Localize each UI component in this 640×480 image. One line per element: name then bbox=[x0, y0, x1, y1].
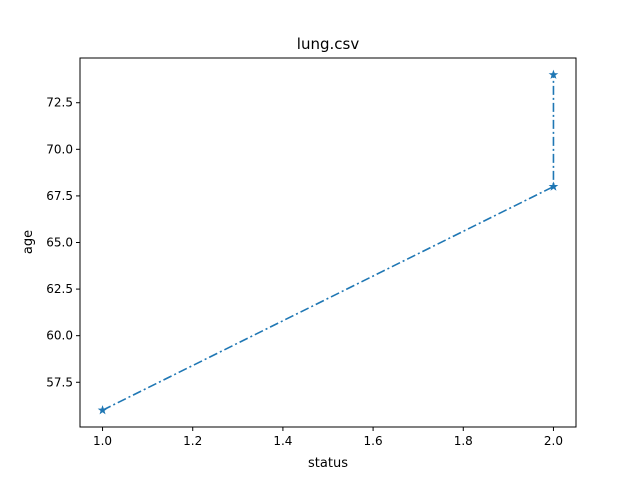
y-tick-label: 67.5 bbox=[46, 189, 73, 203]
x-tick-label: 1.8 bbox=[454, 434, 473, 448]
y-tick-label: 72.5 bbox=[46, 96, 73, 110]
y-tick-label: 60.0 bbox=[46, 329, 73, 343]
x-tick-label: 2.0 bbox=[544, 434, 563, 448]
x-tick-label: 1.0 bbox=[93, 434, 112, 448]
axes-frame bbox=[79, 57, 577, 428]
y-tick-label: 65.0 bbox=[46, 236, 73, 250]
x-tick-label: 1.4 bbox=[273, 434, 292, 448]
data-point-star bbox=[548, 181, 559, 191]
chart-title: lung.csv bbox=[297, 35, 360, 53]
data-point-star bbox=[97, 405, 108, 415]
data-point-star bbox=[548, 69, 559, 79]
y-axis: 57.5 60.0 62.5 65.0 67.5 70.0 72.5 bbox=[46, 96, 80, 389]
y-tick-label: 70.0 bbox=[46, 142, 73, 156]
x-axis-label: status bbox=[308, 456, 348, 471]
y-tick-label: 57.5 bbox=[46, 375, 73, 389]
x-tick-label: 1.2 bbox=[183, 434, 202, 448]
y-tick-label: 62.5 bbox=[46, 282, 73, 296]
x-tick-label: 1.6 bbox=[364, 434, 383, 448]
y-axis-label: age bbox=[21, 230, 36, 254]
x-axis: 1.0 1.2 1.4 1.6 1.8 2.0 bbox=[93, 427, 563, 448]
series-line bbox=[102, 74, 555, 411]
plot-area bbox=[97, 69, 559, 415]
